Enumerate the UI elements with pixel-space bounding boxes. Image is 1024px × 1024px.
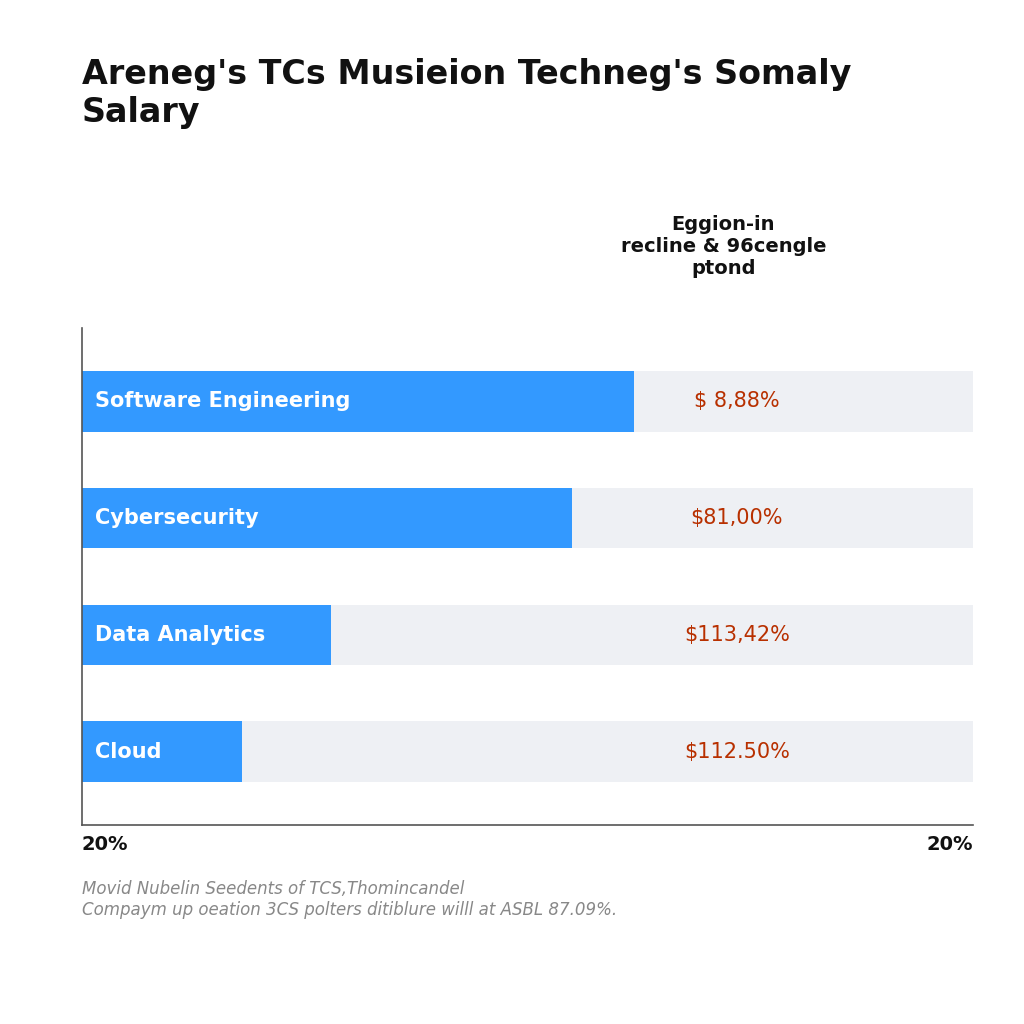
FancyBboxPatch shape [82, 487, 571, 549]
FancyBboxPatch shape [82, 604, 332, 666]
FancyBboxPatch shape [82, 604, 973, 666]
Text: Software Engineering: Software Engineering [95, 391, 350, 412]
Text: $113,42%: $113,42% [684, 625, 790, 645]
FancyBboxPatch shape [82, 371, 634, 432]
FancyBboxPatch shape [82, 721, 243, 782]
Text: $81,00%: $81,00% [690, 508, 783, 528]
Text: Areneg's TCs Musieion Techneg's Somaly
Salary: Areneg's TCs Musieion Techneg's Somaly S… [82, 57, 851, 129]
Text: Data Analytics: Data Analytics [95, 625, 265, 645]
Text: $112.50%: $112.50% [684, 741, 790, 762]
FancyBboxPatch shape [82, 721, 973, 782]
Text: Movid Nubelin Seedents of TCS,Thomincandel
Compaym up oeation 3CS polters ditibl: Movid Nubelin Seedents of TCS,Thomincand… [82, 881, 617, 919]
FancyBboxPatch shape [82, 487, 973, 549]
Text: Cybersecurity: Cybersecurity [95, 508, 259, 528]
Text: Eggion-in
recline & 96cengle
ptond: Eggion-in recline & 96cengle ptond [621, 215, 826, 279]
FancyBboxPatch shape [82, 371, 973, 432]
Text: Cloud: Cloud [95, 741, 162, 762]
Text: 20%: 20% [927, 835, 973, 854]
Text: 20%: 20% [82, 835, 128, 854]
Text: $ 8,88%: $ 8,88% [694, 391, 779, 412]
